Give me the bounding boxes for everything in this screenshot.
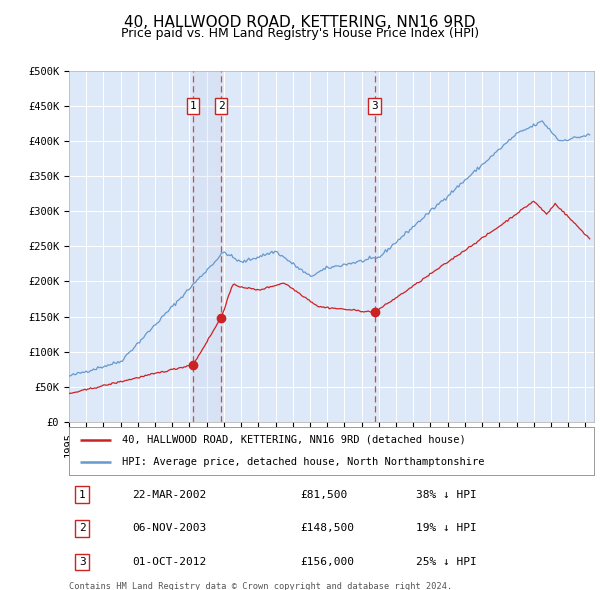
Text: 2: 2 <box>79 523 86 533</box>
Text: 25% ↓ HPI: 25% ↓ HPI <box>415 557 476 567</box>
Text: £156,000: £156,000 <box>300 557 354 567</box>
Text: 22-MAR-2002: 22-MAR-2002 <box>132 490 206 500</box>
Text: 1: 1 <box>79 490 86 500</box>
Text: 06-NOV-2003: 06-NOV-2003 <box>132 523 206 533</box>
Text: 1: 1 <box>190 101 197 111</box>
Text: Price paid vs. HM Land Registry's House Price Index (HPI): Price paid vs. HM Land Registry's House … <box>121 27 479 40</box>
Text: £148,500: £148,500 <box>300 523 354 533</box>
Text: 01-OCT-2012: 01-OCT-2012 <box>132 557 206 567</box>
Text: 40, HALLWOOD ROAD, KETTERING, NN16 9RD (detached house): 40, HALLWOOD ROAD, KETTERING, NN16 9RD (… <box>121 435 465 445</box>
Text: 40, HALLWOOD ROAD, KETTERING, NN16 9RD: 40, HALLWOOD ROAD, KETTERING, NN16 9RD <box>124 15 476 30</box>
Text: 3: 3 <box>79 557 86 567</box>
Text: 19% ↓ HPI: 19% ↓ HPI <box>415 523 476 533</box>
Text: £81,500: £81,500 <box>300 490 347 500</box>
Text: Contains HM Land Registry data © Crown copyright and database right 2024.
This d: Contains HM Land Registry data © Crown c… <box>69 582 452 590</box>
Text: HPI: Average price, detached house, North Northamptonshire: HPI: Average price, detached house, Nort… <box>121 457 484 467</box>
Bar <box>193 71 221 422</box>
Text: 2: 2 <box>218 101 224 111</box>
Text: 38% ↓ HPI: 38% ↓ HPI <box>415 490 476 500</box>
Text: 3: 3 <box>371 101 378 111</box>
